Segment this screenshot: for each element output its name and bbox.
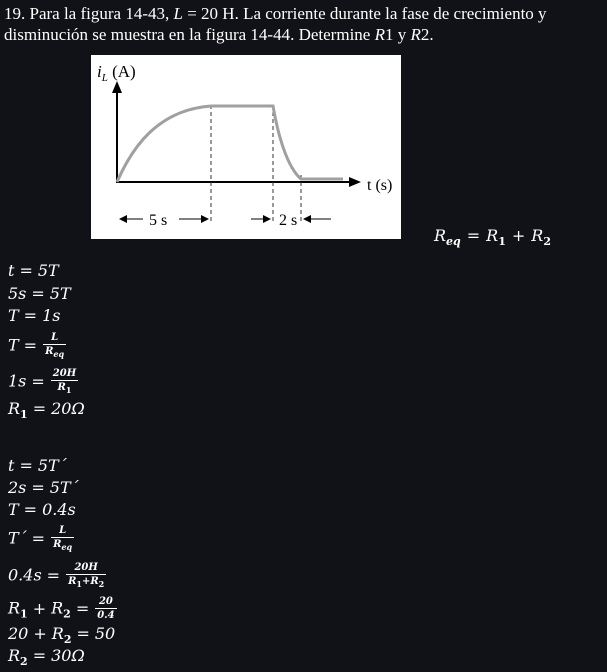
rise-interval-left-arrow-icon (119, 215, 127, 223)
waveform-svg: iL (A) t (s) 5 s 2 s (97, 62, 392, 229)
fraction: L Req (43, 332, 67, 359)
r1-step-4: T = L Req (8, 332, 67, 359)
problem-prefix: 19. Para la figura 14-43, (4, 4, 174, 23)
x-axis-label: t (s) (367, 177, 392, 194)
problem-end: . (429, 25, 434, 44)
r2-step-1: t = 5T´ (8, 456, 67, 475)
r2-step-2: 2s = 5T´ (8, 478, 79, 497)
fall-interval-right-arrow-icon (303, 215, 311, 223)
r1-step-3: T = 1s (8, 306, 61, 325)
y-axis-label: iL (A) (97, 62, 136, 84)
rise-interval-right-arrow-icon (201, 215, 209, 223)
r2-step-6: R1 + R2 = 20 0.4 (8, 596, 117, 621)
fraction: L Req (51, 525, 75, 552)
r1-step-5: 1s = 20H R1 (8, 368, 79, 395)
fraction: 20H R1 (50, 368, 79, 395)
var-r2: R (410, 25, 421, 44)
rise-interval-label: 5 s (149, 212, 167, 229)
problem-body: = 20 H. La corriente durante la fase de … (4, 4, 547, 44)
r1-step-2: 5s = 5T (8, 284, 71, 303)
r2-digit: 2 (420, 25, 430, 44)
fraction: 20 0.4 (95, 596, 117, 621)
problem-statement: 19. Para la figura 14-43, L = 20 H. La c… (4, 3, 604, 45)
conjunction: y (393, 25, 411, 44)
y-axis-arrow-icon (112, 81, 122, 93)
r2-step-5: 0.4s = 20H R1+R2 (8, 562, 107, 589)
r1-digit: 1 (384, 25, 394, 44)
r1-step-1: t = 5T (8, 261, 59, 280)
fall-interval-left-arrow-icon (263, 215, 271, 223)
r1-step-6: R1 = 20Ω (8, 399, 85, 422)
req-formula: Req = R1 + R2 (434, 226, 551, 249)
current-waveform-figure: iL (A) t (s) 5 s 2 s (91, 55, 401, 239)
current-curve (115, 104, 343, 183)
r2-step-8: R2 = 30Ω (8, 646, 85, 669)
fraction: 20H R1+R2 (66, 562, 107, 589)
fall-interval-label: 2 s (279, 212, 297, 229)
r2-step-4: T´ = L Req (8, 525, 75, 552)
var-l: L (173, 4, 183, 23)
var-r1: R (374, 25, 385, 44)
r2-step-3: T = 0.4s (8, 500, 76, 519)
x-axis-arrow-icon (349, 177, 361, 187)
r2-step-7: 20 + R2 = 50 (8, 624, 116, 647)
